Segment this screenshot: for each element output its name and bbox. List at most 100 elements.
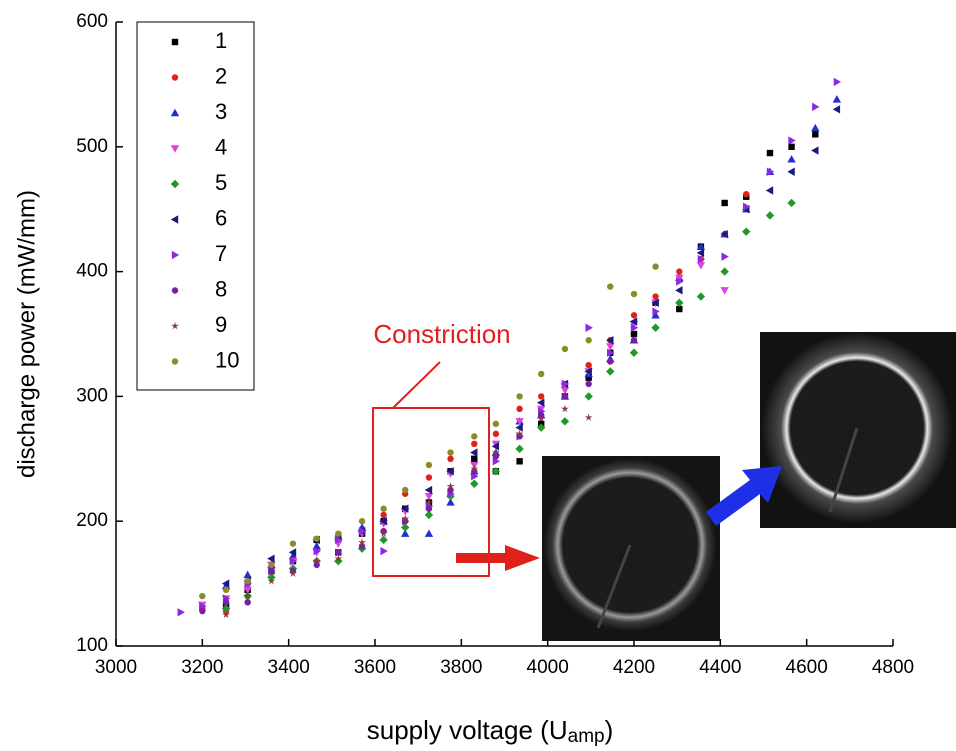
point <box>812 131 819 138</box>
point <box>471 433 478 440</box>
point <box>471 440 478 448</box>
point <box>696 262 706 270</box>
point <box>584 413 593 422</box>
point <box>471 455 478 462</box>
point <box>676 268 683 275</box>
y-tick-label: 400 <box>76 261 108 282</box>
point <box>811 123 820 132</box>
point <box>313 561 320 569</box>
point <box>833 77 842 87</box>
point <box>470 479 479 488</box>
point <box>447 449 454 456</box>
point <box>177 608 185 617</box>
point <box>765 186 774 195</box>
point <box>651 311 660 319</box>
point <box>243 570 252 579</box>
point <box>743 191 750 198</box>
point <box>424 510 434 520</box>
legend-marker <box>171 38 179 46</box>
point <box>720 287 729 295</box>
point <box>537 414 546 423</box>
legend-marker <box>170 108 180 117</box>
x-tick-label: 4800 <box>872 657 914 678</box>
x-axis-title-main: supply voltage (U <box>367 715 568 745</box>
x-tick-label: 4400 <box>699 657 741 678</box>
legend-label: 4 <box>215 134 227 159</box>
legend-label: 8 <box>215 276 227 301</box>
legend-marker <box>170 179 180 189</box>
point <box>516 405 523 413</box>
point <box>651 298 659 307</box>
legend-item: 7 <box>171 241 227 266</box>
legend-label: 2 <box>215 63 227 88</box>
point <box>446 482 455 490</box>
point <box>289 540 297 547</box>
point <box>401 529 410 537</box>
point <box>288 551 298 560</box>
point <box>335 549 342 556</box>
point <box>470 448 478 457</box>
point <box>334 556 343 566</box>
legend-item: 10 <box>171 347 239 372</box>
legend-marker <box>171 287 179 294</box>
point <box>585 362 592 369</box>
point <box>832 105 841 114</box>
point <box>446 467 454 476</box>
point <box>313 546 321 556</box>
point <box>401 514 410 523</box>
point <box>720 267 729 276</box>
x-tick-label: 3000 <box>95 657 137 678</box>
point <box>560 417 570 426</box>
legend-label: 9 <box>215 312 227 337</box>
point <box>607 348 615 357</box>
legend-label: 1 <box>215 28 227 53</box>
point <box>606 336 614 345</box>
point <box>425 505 433 512</box>
legend-label: 10 <box>215 347 239 372</box>
legend-item: 6 <box>170 205 227 230</box>
point <box>244 577 251 585</box>
point <box>537 370 545 378</box>
point <box>358 542 366 550</box>
legend-label: 5 <box>215 170 227 195</box>
point <box>268 567 275 575</box>
y-axis-title: discharge power (mW/mm) <box>13 190 40 478</box>
point <box>492 430 500 438</box>
point <box>221 579 230 588</box>
point <box>676 277 684 286</box>
point <box>607 358 614 365</box>
legend-box <box>136 21 255 391</box>
point <box>585 323 593 332</box>
point <box>380 505 387 512</box>
point <box>334 554 343 563</box>
point <box>607 283 614 290</box>
point <box>743 202 751 211</box>
point <box>268 561 275 569</box>
legend-label: 3 <box>215 99 227 124</box>
annotation-line <box>392 361 441 409</box>
point <box>536 398 545 407</box>
point <box>516 433 523 440</box>
point <box>335 530 342 537</box>
x-tick-label: 4600 <box>786 657 828 678</box>
x-tick-label: 4200 <box>613 657 655 678</box>
point <box>787 155 796 163</box>
point <box>491 448 500 456</box>
photo-filamented <box>760 332 956 528</box>
point <box>401 504 409 513</box>
point <box>652 293 659 300</box>
point <box>629 317 638 326</box>
point <box>584 367 592 376</box>
point <box>401 523 410 532</box>
y-tick-label: 100 <box>76 635 108 656</box>
point <box>652 263 659 270</box>
point <box>288 569 297 578</box>
point <box>335 535 343 545</box>
point <box>470 464 479 473</box>
point <box>515 423 523 432</box>
point <box>312 541 321 550</box>
legend-item: 4 <box>170 134 227 159</box>
point <box>425 474 433 481</box>
point <box>221 604 231 613</box>
point <box>787 198 796 208</box>
